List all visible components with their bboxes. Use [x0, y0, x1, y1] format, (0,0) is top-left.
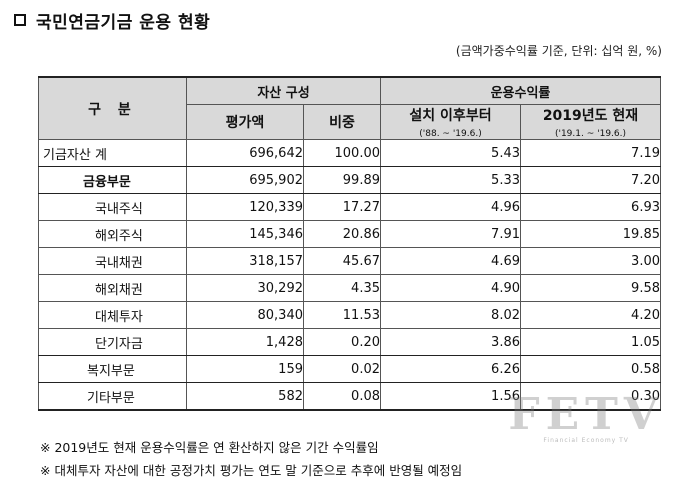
row-label: 해외주식 — [38, 220, 187, 248]
row-weight: 17.27 — [303, 193, 381, 221]
row-weight: 100.00 — [303, 139, 381, 167]
row-weight: 45.67 — [303, 247, 381, 275]
header-year-2019-label: 2019년도 현재 — [542, 108, 639, 124]
table-row: 금융부문 695,902 99.89 5.33 7.20 — [38, 166, 661, 194]
row-since: 6.26 — [380, 355, 521, 383]
row-current: 0.30 — [520, 382, 661, 411]
row-valuation: 1,428 — [186, 328, 304, 356]
table-row: 기타부문 582 0.08 1.56 0.30 — [38, 382, 661, 411]
header-since-inception: 설치 이후부터 ('88. ~ '19.6.) — [380, 104, 521, 140]
row-valuation: 30,292 — [186, 274, 304, 302]
header-year-2019: 2019년도 현재 ('19.1. ~ '19.6.) — [520, 104, 661, 140]
row-valuation: 582 — [186, 382, 304, 411]
row-current: 3.00 — [520, 247, 661, 275]
row-label: 금융부문 — [38, 166, 187, 194]
row-weight: 0.02 — [303, 355, 381, 383]
row-label: 대체투자 — [38, 301, 187, 329]
row-weight: 0.20 — [303, 328, 381, 356]
header-weight: 비중 — [303, 104, 381, 140]
row-weight: 4.35 — [303, 274, 381, 302]
row-current: 6.93 — [520, 193, 661, 221]
row-current: 9.58 — [520, 274, 661, 302]
row-label: 국내채권 — [38, 247, 187, 275]
header-valuation: 평가액 — [186, 104, 304, 140]
row-valuation: 695,902 — [186, 166, 304, 194]
row-label: 해외채권 — [38, 274, 187, 302]
row-since: 3.86 — [380, 328, 521, 356]
unit-note: (금액가중수익률 기준, 단위: 십억 원, %) — [455, 44, 662, 58]
row-weight: 0.08 — [303, 382, 381, 411]
row-weight: 11.53 — [303, 301, 381, 329]
row-valuation: 145,346 — [186, 220, 304, 248]
page-title: 국민연금기금 운용 현황 — [14, 6, 210, 34]
row-label: 복지부문 — [38, 355, 187, 383]
row-weight: 20.86 — [303, 220, 381, 248]
row-valuation: 318,157 — [186, 247, 304, 275]
row-current: 7.20 — [520, 166, 661, 194]
row-valuation: 696,642 — [186, 139, 304, 167]
row-since: 1.56 — [380, 382, 521, 411]
footnotes: ※ 2019년도 현재 운용수익률은 연 환산하지 않은 기간 수익률임 ※ 대… — [40, 436, 462, 482]
row-current: 4.20 — [520, 301, 661, 329]
row-since: 8.02 — [380, 301, 521, 329]
header-gubun: 구 분 — [38, 76, 187, 140]
row-since: 4.96 — [380, 193, 521, 221]
row-current: 0.58 — [520, 355, 661, 383]
row-current: 7.19 — [520, 139, 661, 167]
header-since-inception-range: ('88. ~ '19.6.) — [419, 129, 482, 139]
row-since: 4.90 — [380, 274, 521, 302]
checkbox-square-icon — [14, 14, 26, 26]
row-label: 단기자금 — [38, 328, 187, 356]
table-row: 해외채권 30,292 4.35 4.90 9.58 — [38, 274, 661, 302]
table-row: 국내주식 120,339 17.27 4.96 6.93 — [38, 193, 661, 221]
row-since: 5.43 — [380, 139, 521, 167]
row-valuation: 80,340 — [186, 301, 304, 329]
row-label: 국내주식 — [38, 193, 187, 221]
row-since: 7.91 — [380, 220, 521, 248]
header-since-inception-label: 설치 이후부터 — [409, 108, 492, 124]
row-label: 기타부문 — [38, 382, 187, 411]
table-row: 국내채권 318,157 45.67 4.69 3.00 — [38, 247, 661, 275]
watermark-small: Financial Economy TV — [543, 437, 629, 444]
table-row: 대체투자 80,340 11.53 8.02 4.20 — [38, 301, 661, 329]
row-valuation: 159 — [186, 355, 304, 383]
footnote: ※ 대체투자 자산에 대한 공정가치 평가는 연도 말 기준으로 추후에 반영될… — [40, 463, 463, 478]
row-current: 19.85 — [520, 220, 661, 248]
table-row: 단기자금 1,428 0.20 3.86 1.05 — [38, 328, 661, 356]
row-weight: 99.89 — [303, 166, 381, 194]
row-current: 1.05 — [520, 328, 661, 356]
table-row: 기금자산 계 696,642 100.00 5.43 7.19 — [38, 139, 661, 167]
row-since: 4.69 — [380, 247, 521, 275]
row-since: 5.33 — [380, 166, 521, 194]
table-row: 복지부문 159 0.02 6.26 0.58 — [38, 355, 661, 383]
row-valuation: 120,339 — [186, 193, 304, 221]
table-row: 해외주식 145,346 20.86 7.91 19.85 — [38, 220, 661, 248]
header-year-2019-range: ('19.1. ~ '19.6.) — [554, 129, 627, 139]
row-label: 기금자산 계 — [38, 139, 187, 167]
header-return-group: 운용수익률 — [380, 76, 661, 105]
footnote: ※ 2019년도 현재 운용수익률은 연 환산하지 않은 기간 수익률임 — [40, 440, 379, 455]
page-title-text: 국민연금기금 운용 현황 — [36, 12, 211, 33]
header-asset-group: 자산 구성 — [186, 76, 381, 105]
fund-status-table: 구 분 자산 구성 운용수익률 평가액 비중 설치 이후부터 ('88. ~ '… — [38, 76, 661, 411]
